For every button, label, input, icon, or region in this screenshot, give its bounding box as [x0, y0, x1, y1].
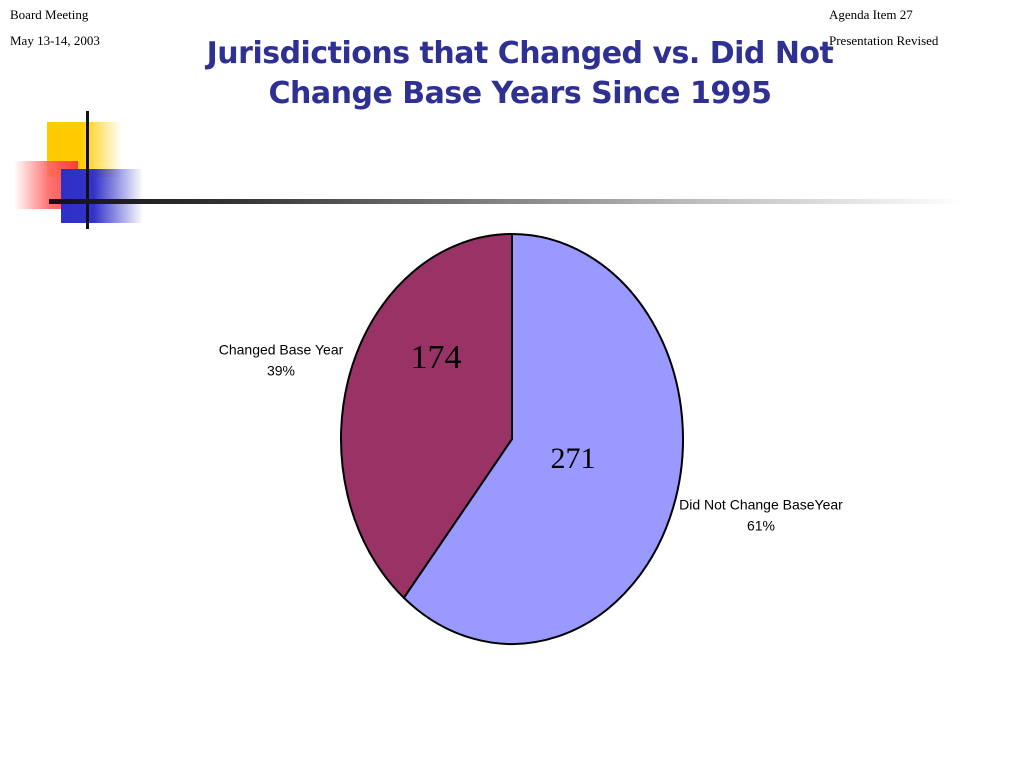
slice-category-label: Did Not Change BaseYear	[679, 497, 843, 513]
decorative-horizontal-rule	[49, 199, 964, 204]
header-meeting-name: Board Meeting	[10, 7, 89, 22]
decorative-blue-square	[61, 169, 143, 223]
slide-title-line-1: Jurisdictions that Changed vs. Did Not	[206, 36, 834, 71]
slide-title: Jurisdictions that Changed vs. Did Not C…	[150, 34, 890, 114]
header-meeting-date: May 13-14, 2003	[10, 33, 100, 48]
decorative-vertical-rule	[86, 111, 89, 229]
slice-value-label: 174	[411, 339, 462, 376]
header-agenda-item: Agenda Item 27	[829, 7, 913, 22]
slice-percent-label: 39%	[267, 363, 295, 379]
pie-slice-did-not-change	[402, 233, 684, 645]
slice-value-label: 271	[551, 442, 596, 475]
slice-category-label: Changed Base Year	[219, 342, 344, 358]
slice-percent-label: 61%	[747, 518, 775, 534]
pie-slice-changed	[340, 233, 513, 599]
slide-title-line-2: Change Base Years Since 1995	[268, 76, 772, 111]
header-presentation-status: Presentation Revised	[829, 33, 939, 48]
